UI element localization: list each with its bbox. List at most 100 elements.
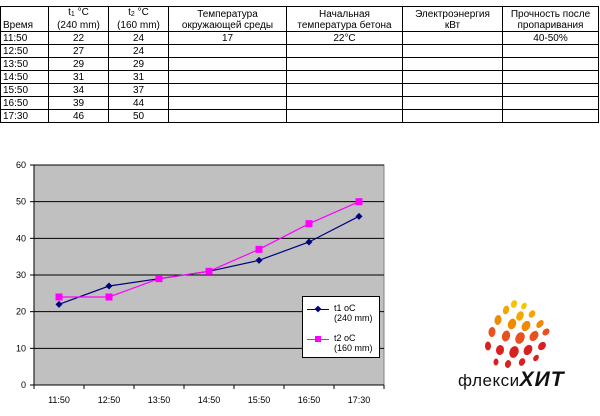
logo-dot [488, 327, 496, 337]
header-t1-sub: 1 [70, 11, 75, 18]
logo-dot [542, 328, 550, 336]
header-concrete-line1: Начальная [319, 9, 370, 20]
data-point-square [355, 198, 363, 206]
legend-name-t1: t1 oC [334, 303, 356, 313]
cell-strength [502, 109, 599, 123]
logo-text-regular: флекси [458, 371, 520, 390]
y-tick-label: 0 [21, 380, 26, 390]
x-tick-label: 12:50 [98, 395, 121, 405]
cell-strength [502, 70, 599, 84]
data-point-square [155, 275, 163, 283]
table-row: 11:50 22 24 17 22°C 40-50% [0, 31, 599, 45]
legend-diamond-marker [314, 305, 322, 313]
x-tick-label: 11:50 [48, 395, 70, 405]
cell-energy [402, 44, 503, 58]
table-row: 14:50 31 31 [0, 70, 599, 84]
cell-concrete: 22°C [286, 31, 403, 45]
y-tick-label: 10 [16, 343, 26, 353]
header-strength-line2: пропаривания [517, 20, 584, 31]
header-t2-unit: °C [137, 7, 149, 19]
x-tick-label: 17:30 [348, 395, 371, 405]
logo-dot [521, 320, 531, 332]
logo-dot [510, 300, 518, 308]
cell-energy [402, 31, 503, 45]
chart-svg: 0 10 20 30 40 50 60 11:50 12:50 13:50 14:50 15:50 16… [16, 160, 385, 405]
header-t1-unit: °C [77, 7, 89, 19]
data-point-diamond [255, 256, 263, 264]
header-concrete-line2: температура бетона [297, 20, 392, 31]
cell-t2: 31 [108, 70, 169, 84]
table-row: 15:50 34 37 [0, 83, 599, 97]
header-concrete: Начальная температура бетона [286, 6, 403, 32]
header-t2-note: (160 mm) [117, 20, 160, 31]
table-header-row: Время t1 °C (240 mm) t2 °C (160 mm) Темп… [0, 6, 599, 32]
y-tick-label: 50 [16, 197, 26, 207]
header-strength: Прочность после пропаривания [502, 6, 599, 32]
header-strength-line1: Прочность после [510, 9, 591, 20]
cell-t1: 34 [48, 83, 109, 97]
table-row: 16:50 39 44 [0, 96, 599, 110]
cell-energy [402, 83, 503, 97]
data-point-diamond [55, 300, 63, 308]
cell-t1: 27 [48, 44, 109, 58]
legend-note-t2: (160 mm) [334, 343, 373, 353]
logo-dot [493, 358, 499, 366]
cell-t2: 24 [108, 44, 169, 58]
logo-dot [518, 358, 526, 366]
cell-ambient [168, 70, 287, 84]
cell-time: 14:50 [0, 70, 49, 84]
x-tick-label: 15:50 [248, 395, 271, 405]
cell-concrete [286, 44, 403, 58]
chart-legend: t1 oC (240 mm) t2 oC (160 mm) [302, 296, 380, 358]
cell-ambient [168, 44, 287, 58]
x-tick-label: 14:50 [198, 395, 221, 405]
logo-dot [494, 315, 502, 325]
header-t2-sub: 2 [130, 11, 135, 18]
legend-square-marker [315, 336, 321, 342]
cell-time: 11:50 [0, 31, 49, 45]
cell-t2: 29 [108, 57, 169, 71]
logo-dot [516, 311, 524, 321]
logo-dot [495, 345, 505, 355]
cell-strength [502, 83, 599, 97]
cell-energy [402, 109, 503, 123]
cell-strength [502, 96, 599, 110]
logo-dot [509, 346, 519, 358]
data-point-diamond [355, 212, 363, 220]
cell-t1: 22 [48, 31, 109, 45]
cell-time: 12:50 [0, 44, 49, 58]
header-t2-symbol: t [128, 7, 131, 19]
legend-label-t1: t1 oC (240 mm) [334, 303, 373, 323]
logo-dot [528, 310, 536, 318]
cell-time: 17:30 [0, 109, 49, 123]
header-ambient-line2: окружающей среды [181, 20, 274, 31]
header-ambient: Температура окружающей среды [168, 6, 287, 32]
cell-concrete-unit: °C [344, 33, 356, 44]
header-energy-line2: кВт [444, 20, 461, 31]
logo-dot [523, 344, 533, 356]
logo-dot [515, 332, 525, 344]
logo-wordmark: флексиХИТ [458, 368, 565, 392]
legend-name-t2: t2 oC [334, 333, 356, 343]
x-tick-label: 16:50 [298, 395, 321, 405]
legend-note-t1: (240 mm) [334, 313, 373, 323]
cell-time: 16:50 [0, 96, 49, 110]
cell-strength: 40-50% [502, 31, 599, 45]
cell-energy [402, 57, 503, 71]
y-tick-label: 40 [16, 233, 26, 243]
logo-dot [507, 318, 517, 330]
data-point-square [255, 245, 263, 253]
y-tick-label: 60 [16, 160, 26, 170]
logo-dot [504, 360, 512, 368]
data-point-square [305, 220, 313, 228]
header-t1-symbol: t [68, 7, 71, 19]
table-row: 17:30 46 50 [0, 109, 599, 123]
y-tick-label: 30 [16, 270, 26, 280]
cell-strength [502, 57, 599, 71]
flexihit-logo: флексиХИТ [450, 296, 596, 412]
logo-dot [521, 302, 527, 310]
table-row: 13:50 29 29 [0, 57, 599, 71]
cell-time: 15:50 [0, 83, 49, 97]
header-ambient-line1: Температура [197, 9, 258, 20]
cell-t2: 50 [108, 109, 169, 123]
